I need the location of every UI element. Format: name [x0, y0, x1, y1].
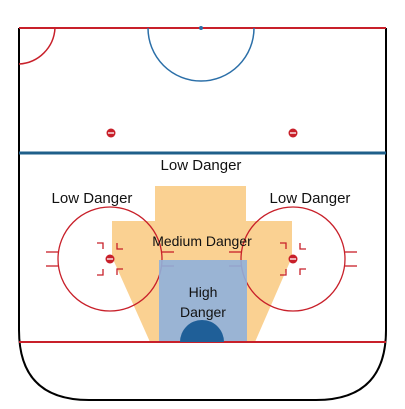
center-circle-arc: [147, 27, 255, 82]
center-faceoff-dot: [199, 26, 203, 30]
low-danger-label-left: Low Danger: [52, 190, 133, 207]
low-danger-label-right: Low Danger: [270, 190, 351, 207]
low-danger-label-top: Low Danger: [161, 157, 242, 174]
high-danger-label-line2: Danger: [180, 304, 226, 320]
goal-crease: [180, 320, 224, 342]
neutral-dot-right: [288, 128, 298, 138]
neutral-dot-left: [106, 128, 116, 138]
neutral-faceoff-circle-arc: [18, 27, 56, 65]
left-faceoff-circle: [46, 206, 174, 312]
rink-boards: [18, 28, 387, 401]
medium-danger-label: Medium Danger: [152, 233, 252, 249]
high-danger-label-line1: High: [189, 284, 218, 300]
